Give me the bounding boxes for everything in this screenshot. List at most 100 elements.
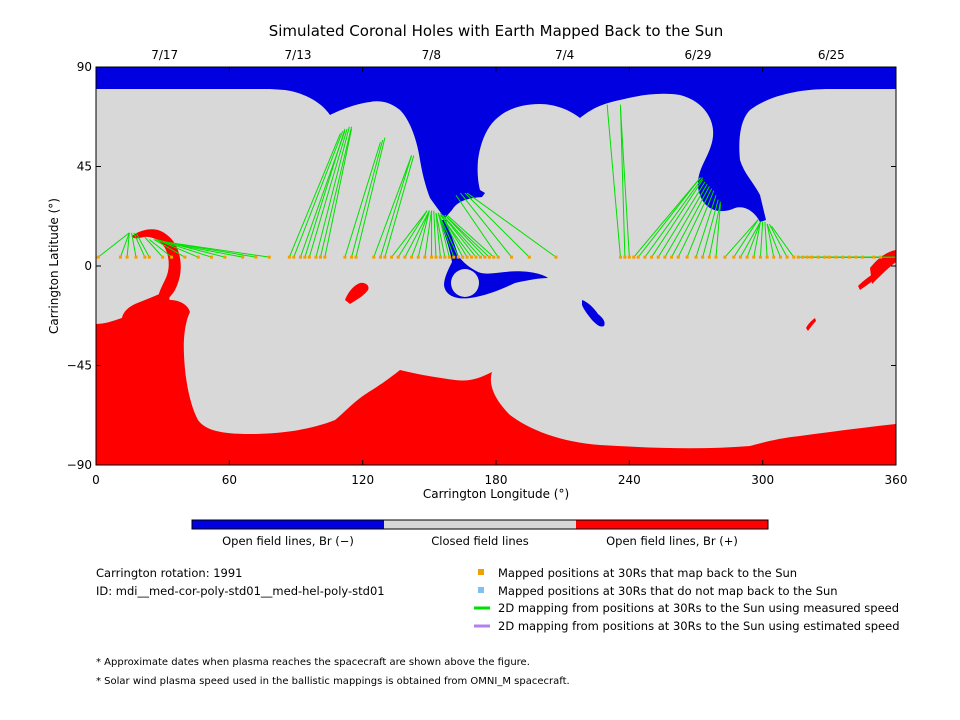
mapping-line [746, 221, 761, 258]
mapped-point [492, 255, 496, 259]
mapped-point [801, 255, 805, 259]
mapping-line [424, 210, 433, 258]
mapping-line [437, 212, 450, 258]
mapping-line [766, 223, 775, 258]
mapping-line [126, 232, 130, 258]
top-date-label: 6/25 [818, 48, 845, 62]
top-date-label: 7/17 [151, 48, 178, 62]
mapping-line [119, 232, 130, 258]
mapping-line [435, 212, 446, 258]
mapped-point [183, 255, 187, 259]
mapping-line [606, 104, 621, 258]
mapping-line [619, 104, 626, 258]
mapping-line [768, 223, 788, 258]
y-tick-label: 90 [77, 60, 92, 74]
mapped-point [841, 255, 845, 259]
mapping-line [404, 210, 430, 258]
mapped-point [670, 255, 674, 259]
red-island [345, 282, 369, 304]
mapping-line [315, 126, 350, 258]
mapped-point [134, 255, 138, 259]
mapped-point [792, 255, 796, 259]
mapped-point [430, 255, 434, 259]
x-tick-label: 0 [92, 473, 100, 487]
mapping-line [319, 126, 353, 258]
mapped-point [350, 255, 354, 259]
mapped-point [443, 255, 447, 259]
mapped-point [390, 255, 394, 259]
x-tick-label: 60 [222, 473, 237, 487]
mapped-point [714, 255, 718, 259]
red-small-streak [806, 318, 816, 331]
mapped-point [298, 255, 302, 259]
model-id: ID: mdi__med-cor-poly-std01__med-hel-pol… [96, 584, 385, 598]
mapping-line [417, 210, 430, 258]
mapping-line [759, 221, 764, 258]
mapped-point [170, 255, 174, 259]
mapping-line [440, 212, 468, 258]
mapped-point [627, 255, 631, 259]
mapped-point [423, 255, 427, 259]
x-tick-label: 360 [885, 473, 908, 487]
mapped-point [438, 255, 442, 259]
mapped-point [396, 255, 400, 259]
legend-swatch-unmapped [478, 587, 484, 593]
red-streak [858, 270, 882, 290]
mapping-line [771, 225, 795, 258]
mapped-point [241, 255, 245, 259]
mapped-point [827, 255, 831, 259]
colorbar-label-positive: Open field lines, Br (+) [606, 534, 738, 548]
mapping-line [304, 128, 346, 258]
mapping-line [442, 214, 481, 258]
y-tick-label: −45 [67, 359, 92, 373]
mapped-point [785, 255, 789, 259]
mapping-line [308, 128, 348, 258]
mapped-point [810, 255, 814, 259]
colorbar-frame [191, 519, 769, 530]
closed-field-island [451, 269, 479, 297]
mapping-line [766, 223, 781, 258]
y-axis-ticks: 90 45 0 −45 −90 [67, 60, 896, 472]
mapping-line [397, 210, 428, 258]
mapped-point [210, 255, 214, 259]
mapping-line [733, 219, 759, 258]
mapping-line [162, 241, 270, 258]
mapping-line [133, 232, 146, 258]
x-tick-label: 120 [351, 473, 374, 487]
legend-label-estimated: 2D mapping from positions at 30Rs to the… [498, 619, 900, 633]
mapped-point [465, 255, 469, 259]
chart-title: Simulated Coronal Holes with Earth Mappe… [269, 22, 724, 40]
mapped-point [196, 255, 200, 259]
mapping-line [651, 179, 704, 258]
y-tick-label: 0 [84, 259, 92, 273]
mapping-line [715, 204, 721, 258]
colorbar-positive [576, 520, 768, 529]
carrington-rotation: Carrington rotation: 1991 [96, 566, 243, 580]
mapped-point [685, 255, 689, 259]
mapping-line [464, 192, 530, 258]
mapping-line [149, 239, 172, 258]
colorbar: Open field lines, Br (−) Closed field li… [191, 519, 769, 548]
mapped-point [861, 255, 865, 259]
mapping-line [446, 214, 495, 258]
mapping-line [293, 130, 344, 258]
colorbar-closed [384, 520, 576, 529]
mapped-point [487, 255, 491, 259]
mapping-line [437, 212, 459, 258]
mapped-point [701, 255, 705, 259]
mapped-point [636, 255, 640, 259]
mapped-point [125, 255, 129, 259]
mapped-point [772, 255, 776, 259]
mapped-point [623, 255, 627, 259]
mapping-line [644, 177, 704, 258]
mapped-point [618, 255, 622, 259]
top-date-label: 7/4 [555, 48, 574, 62]
mapped-point [383, 255, 387, 259]
mapped-point [161, 255, 165, 259]
mapping-line [444, 214, 486, 258]
note-dates: * Approximate dates when plasma reaches … [96, 657, 530, 668]
mapped-point [118, 255, 122, 259]
note-speed: * Solar wind plasma speed used in the ba… [96, 676, 570, 687]
mapping-line [373, 155, 413, 258]
mapped-point [823, 255, 827, 259]
